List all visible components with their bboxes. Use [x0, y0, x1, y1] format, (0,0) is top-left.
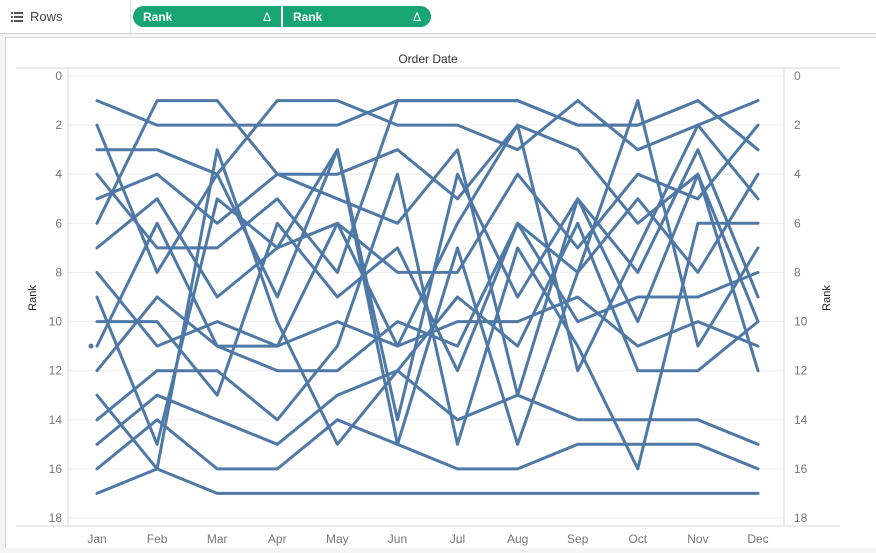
x-tick-label: Jan: [87, 532, 106, 546]
series-line-7[interactable]: [95, 123, 760, 299]
y-axis-title-right: Rank: [821, 285, 833, 311]
x-tick-label: Oct: [628, 532, 647, 546]
y-tick-label-right: 18: [794, 511, 808, 525]
rows-shelf: Rows Rank Δ Rank Δ: [0, 0, 876, 34]
y-tick-label-left: 2: [55, 118, 62, 132]
y-tick-label-right: 14: [794, 413, 808, 427]
y-tick-label-left: 6: [55, 216, 62, 230]
rank-line-chart[interactable]: Order Date Rank Rank 0 0 2 2 4 4 6 6 8 8 10 10 12 12 1…: [6, 38, 876, 548]
rows-list-icon: [11, 11, 23, 22]
y-tick-label-right: 16: [794, 462, 808, 476]
y-tick-label-right: 10: [794, 315, 808, 329]
y-tick-label-right: 4: [794, 167, 801, 181]
x-tick-label: Aug: [507, 532, 528, 546]
rank-pill-2-label: Rank: [293, 9, 323, 24]
y-tick-label-right: 0: [794, 69, 801, 83]
y-tick-label-left: 8: [55, 265, 62, 279]
rank-pill-1[interactable]: Rank Δ: [133, 6, 281, 27]
y-tick-label-right: 8: [794, 265, 801, 279]
series-line-15[interactable]: [95, 369, 760, 446]
x-tick-label: May: [326, 532, 349, 546]
x-tick-label: Jun: [388, 532, 407, 546]
series-line-4[interactable]: [95, 99, 760, 274]
x-tick-label: Apr: [268, 532, 287, 546]
y-tick-label-left: 12: [49, 364, 63, 378]
data-point[interactable]: [88, 343, 94, 349]
y-tick-label-left: 4: [55, 167, 62, 181]
chart-title: Order Date: [398, 52, 458, 66]
series-line-14[interactable]: [95, 172, 760, 471]
series-line-5[interactable]: [95, 148, 760, 397]
y-tick-label-left: 18: [49, 511, 63, 525]
x-tick-label: Mar: [207, 532, 228, 546]
delta-icon: Δ: [412, 9, 421, 24]
y-tick-label-right: 2: [794, 118, 801, 132]
y-tick-label-left: 16: [49, 462, 63, 476]
rank-pill-2[interactable]: Rank Δ: [283, 6, 431, 27]
x-tick-label: Sep: [567, 532, 589, 546]
y-tick-label-left: 0: [55, 69, 62, 83]
series-line-18[interactable]: [95, 467, 760, 495]
series-line-13[interactable]: [95, 148, 760, 471]
y-tick-label-right: 6: [794, 216, 801, 230]
worksheet: Order Date Rank Rank 0 0 2 2 4 4 6 6 8 8 10 10 12 12 1…: [5, 37, 876, 548]
rows-shelf-label: Rows: [0, 0, 131, 33]
x-tick-label: Jul: [450, 532, 465, 546]
y-tick-label-left: 10: [49, 315, 63, 329]
y-axis-title-left: Rank: [27, 285, 39, 311]
y-tick-label-right: 12: [794, 364, 808, 378]
rank-pill-1-label: Rank: [143, 9, 173, 24]
series-line-3[interactable]: [95, 99, 760, 176]
delta-icon: Δ: [262, 9, 271, 24]
series-line-6[interactable]: [95, 99, 760, 373]
series-line-2[interactable]: [95, 99, 760, 446]
x-tick-label: Nov: [687, 532, 708, 546]
rows-label: Rows: [30, 9, 63, 24]
x-tick-label: Dec: [747, 532, 768, 546]
y-tick-label-left: 14: [49, 413, 63, 427]
series-line-16[interactable]: [95, 418, 760, 471]
x-tick-label: Feb: [147, 532, 168, 546]
